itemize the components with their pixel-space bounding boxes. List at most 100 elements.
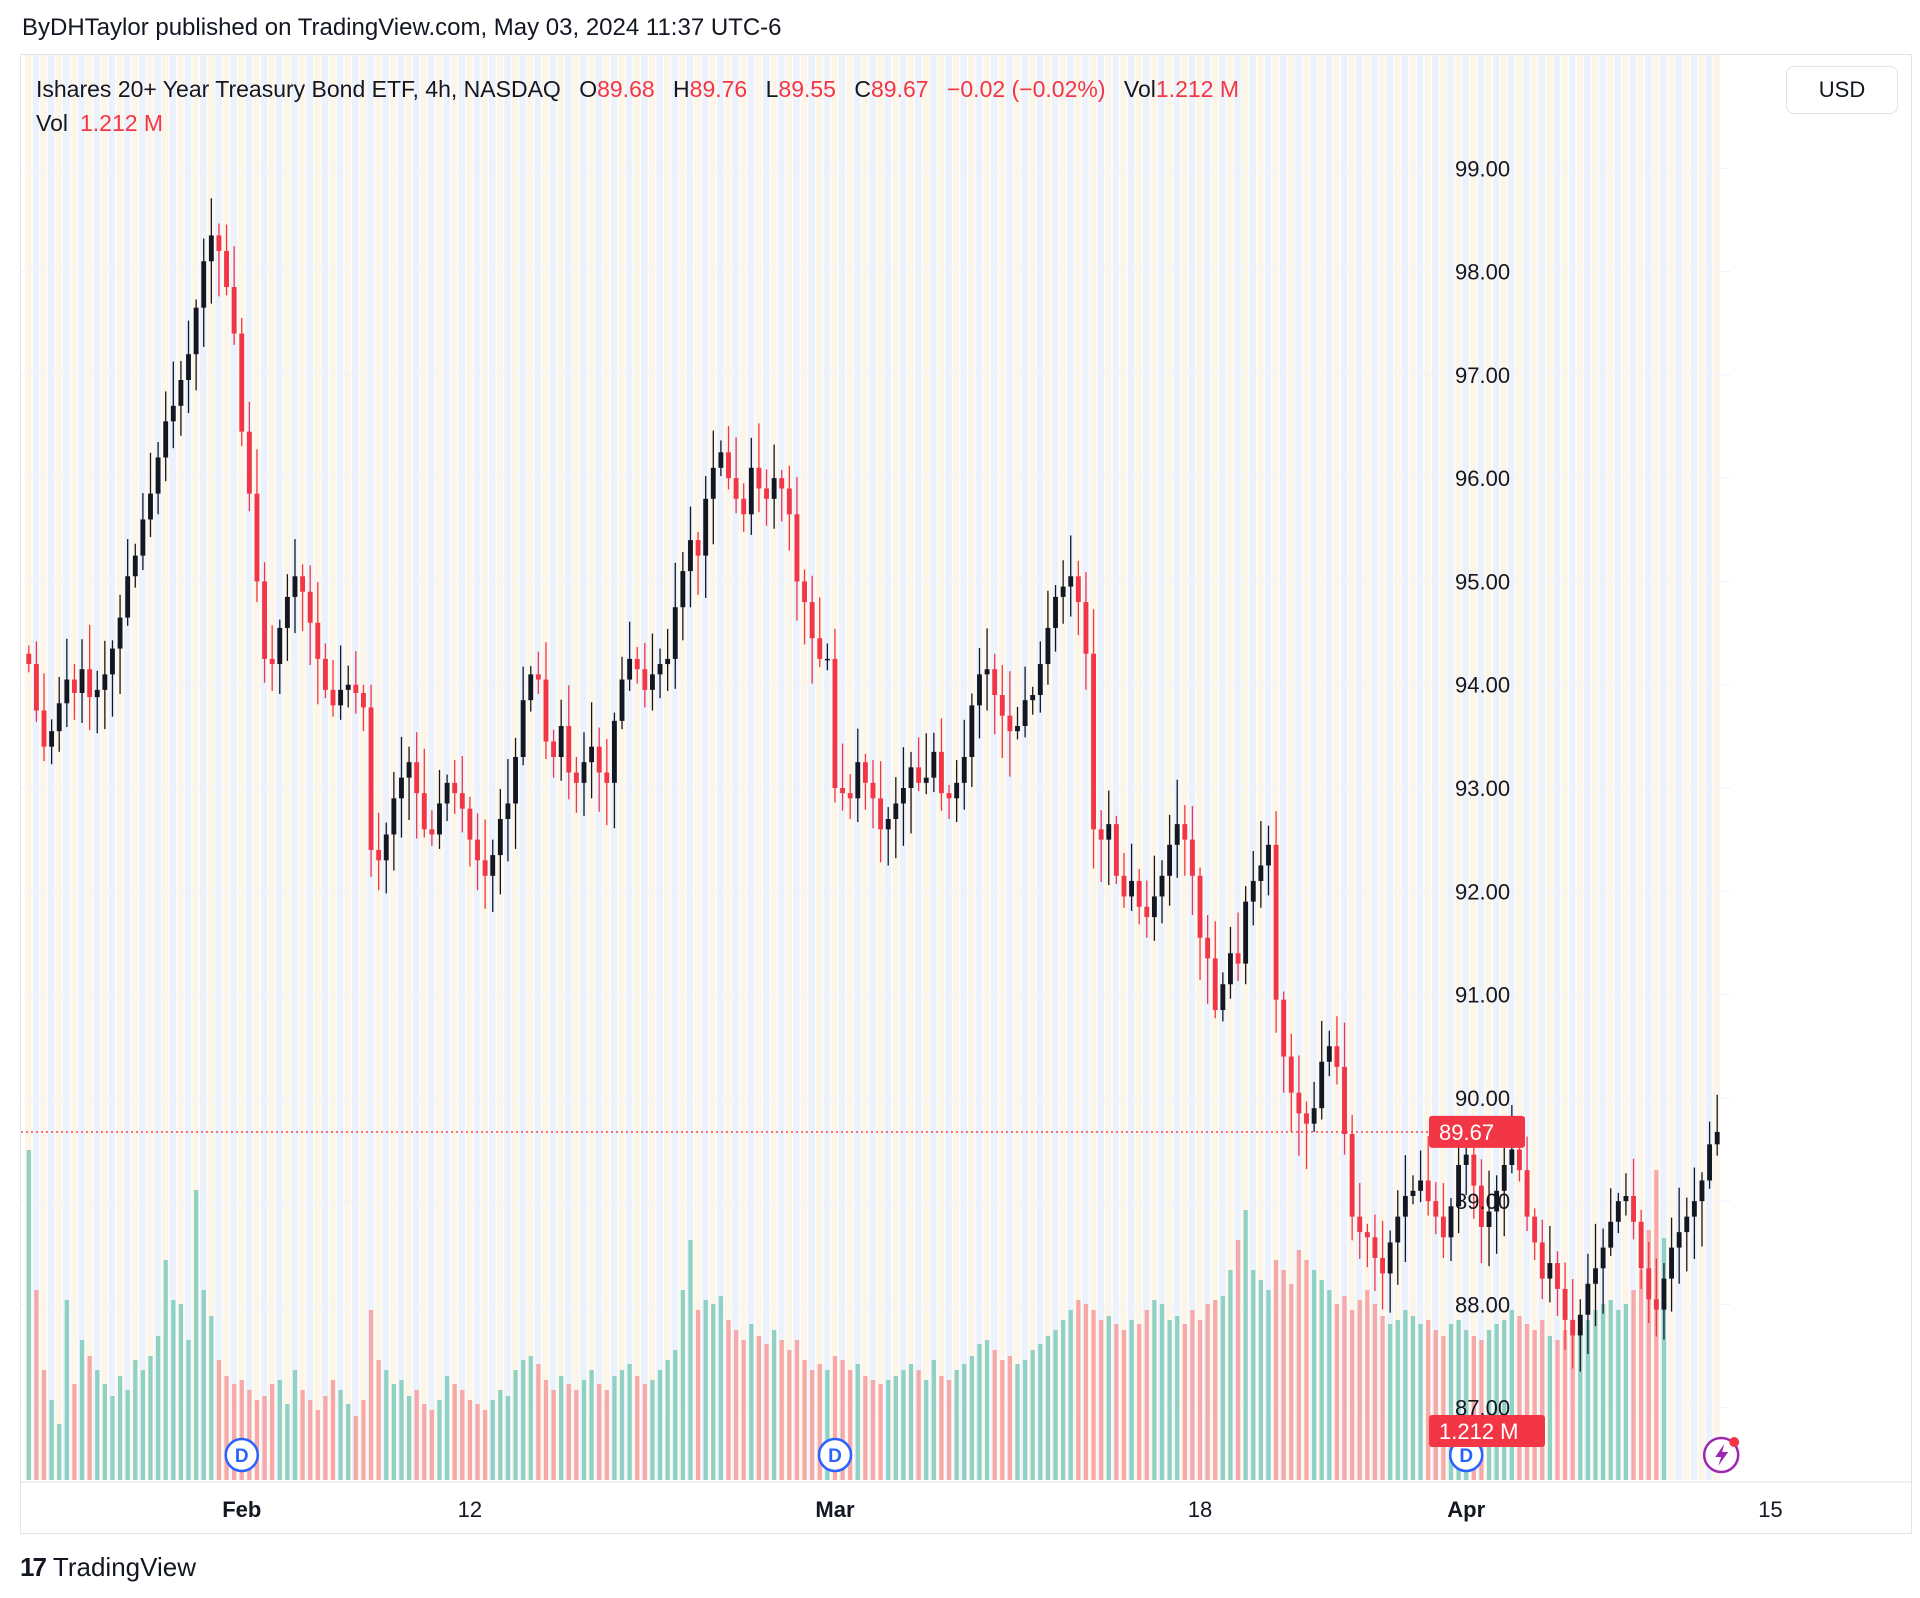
candle-body	[421, 793, 427, 830]
candle-body	[1463, 1154, 1469, 1165]
volume-bar	[1220, 1296, 1225, 1480]
session-band	[1424, 55, 1431, 1480]
candle-body	[1440, 1216, 1446, 1238]
volume-bar	[1456, 1320, 1461, 1480]
volume-bar	[832, 1356, 838, 1480]
volume-study-label[interactable]: Vol	[36, 110, 68, 136]
candle-body	[741, 498, 747, 515]
volume-bar	[1190, 1310, 1195, 1480]
currency-button[interactable]: USD	[1786, 66, 1898, 114]
session-band	[1431, 55, 1439, 1480]
candle-body	[1631, 1195, 1636, 1222]
session-band	[253, 55, 260, 1480]
session-band	[542, 55, 549, 1480]
session-band	[298, 55, 306, 1480]
session-band	[1082, 55, 1089, 1480]
session-band	[747, 55, 755, 1480]
candle-body	[1189, 839, 1195, 876]
session-band	[1416, 55, 1424, 1480]
candle-body	[764, 488, 769, 499]
session-band	[177, 55, 184, 1480]
candle-body	[1326, 1046, 1332, 1062]
volume-bar	[703, 1300, 708, 1480]
notification-dot-icon	[1729, 1437, 1740, 1447]
session-band	[1234, 55, 1241, 1480]
candle-body	[1304, 1113, 1309, 1124]
volume-bar	[589, 1370, 594, 1480]
candle-body	[1022, 700, 1028, 727]
session-band	[1340, 55, 1348, 1480]
volume-bar	[726, 1320, 731, 1480]
session-band	[78, 55, 85, 1480]
candle-body	[528, 674, 534, 701]
symbol-description[interactable]: Ishares 20+ Year Treasury Bond ETF, 4h, …	[36, 76, 561, 102]
price-chart[interactable]: DDDD 99.0098.0097.0096.0095.0094.0093.00…	[21, 55, 1911, 1533]
session-band	[1523, 55, 1530, 1480]
tradingview-logo[interactable]: 17 TradingView	[20, 1552, 196, 1583]
candle-body	[1509, 1149, 1515, 1165]
session-band	[1515, 55, 1523, 1480]
candle-body	[1418, 1180, 1424, 1191]
candle-body	[33, 664, 39, 711]
volume-bar	[361, 1400, 366, 1480]
candle-body	[1243, 901, 1249, 964]
candle-body	[186, 354, 191, 381]
session-band	[686, 55, 694, 1480]
session-band	[770, 55, 777, 1480]
candle-body	[893, 803, 899, 819]
session-band	[428, 55, 435, 1480]
session-band	[884, 55, 892, 1480]
session-band	[1074, 55, 1082, 1480]
session-band	[1142, 55, 1150, 1480]
candle-body	[277, 627, 283, 665]
volume-bar	[764, 1344, 769, 1480]
volume-bar	[1311, 1270, 1317, 1480]
session-band	[648, 55, 656, 1480]
session-band	[1112, 55, 1120, 1480]
session-band	[1393, 55, 1401, 1480]
candle-body	[969, 705, 975, 758]
volume-bar	[642, 1384, 647, 1480]
candle-body	[939, 751, 944, 794]
session-band	[215, 55, 222, 1480]
session-band	[184, 55, 192, 1480]
volume-bar	[1152, 1300, 1157, 1480]
volume-bar	[1327, 1290, 1332, 1480]
session-band	[85, 55, 93, 1480]
session-band	[473, 55, 481, 1480]
candle-body	[376, 849, 382, 861]
volume-bar	[863, 1376, 868, 1480]
last-price-badge	[1429, 1115, 1525, 1148]
volume-bar	[1350, 1310, 1355, 1480]
candle-body	[482, 860, 488, 876]
volume-bar	[1585, 1320, 1591, 1480]
candle-body	[193, 307, 199, 355]
volume-bar	[977, 1344, 982, 1480]
session-band	[1127, 55, 1135, 1480]
volume-bar	[1273, 1260, 1279, 1480]
volume-bar	[962, 1364, 967, 1480]
candle-body	[102, 674, 108, 690]
session-band	[1713, 55, 1720, 1480]
session-band	[169, 55, 177, 1480]
volume-bar	[680, 1290, 685, 1480]
session-band	[291, 55, 298, 1480]
candle-body	[718, 452, 724, 468]
session-band	[390, 55, 397, 1480]
candle-body	[1037, 664, 1043, 696]
volume-bar	[901, 1370, 906, 1480]
volume-bar	[1562, 1330, 1568, 1480]
volume-bar	[1547, 1336, 1553, 1480]
candle-body	[1075, 576, 1081, 603]
volume-bar	[34, 1290, 39, 1480]
session-band	[1622, 55, 1629, 1480]
session-band	[1120, 55, 1127, 1480]
candle-body	[1661, 1278, 1667, 1310]
volume-bar	[718, 1296, 724, 1480]
candle-body	[505, 803, 511, 819]
candle-body	[1083, 602, 1089, 654]
volume-bar	[163, 1260, 168, 1480]
session-band	[1591, 55, 1599, 1480]
candle-body	[543, 679, 549, 742]
volume-bar	[1403, 1310, 1408, 1480]
